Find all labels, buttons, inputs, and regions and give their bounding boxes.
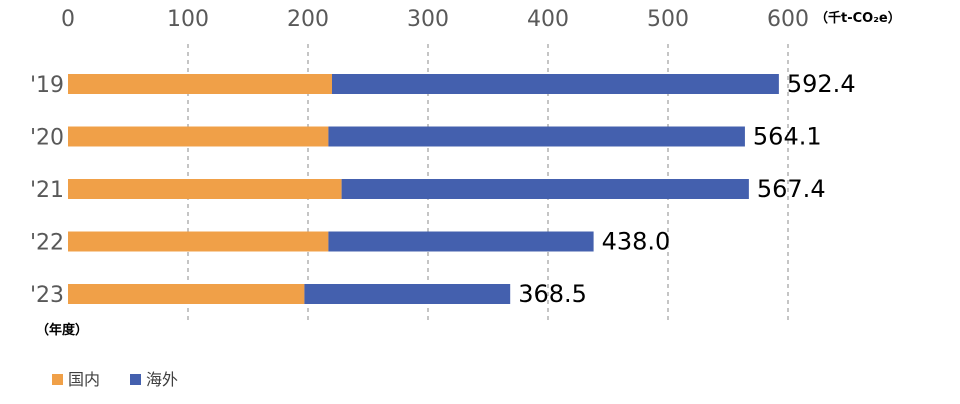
category-label-3: '22 (30, 231, 64, 256)
legend-swatch-1 (130, 374, 141, 385)
x-tick-label-100: 100 (167, 7, 209, 32)
bars (68, 74, 779, 304)
unit-label: （千t-CO₂e） (815, 10, 901, 26)
bar-overseas-0 (332, 74, 779, 94)
total-labels: 592.4 564.1 567.4 438.0 368.5 (518, 70, 855, 308)
total-label-0: 592.4 (787, 70, 856, 98)
total-label-2: 567.4 (757, 175, 826, 203)
x-tick-label-600: 600 (767, 7, 809, 32)
x-tick-label-0: 0 (61, 7, 75, 32)
bar-domestic-0 (68, 74, 332, 94)
category-labels: '19 '20 '21 '22 '23 (30, 73, 64, 308)
bar-overseas-3 (328, 231, 594, 252)
legend-label-1: 海外 (146, 370, 178, 389)
bar-domestic-3 (68, 231, 329, 252)
bar-domestic-2 (68, 179, 342, 199)
bar-overseas-4 (304, 284, 511, 304)
bar-domestic-4 (68, 284, 305, 304)
y-axis-title: （年度） (36, 322, 88, 338)
total-label-1: 564.1 (753, 123, 822, 151)
legend: 国内 海外 (52, 370, 178, 389)
category-label-2: '21 (30, 178, 64, 203)
x-tick-label-300: 300 (407, 7, 449, 32)
total-label-3: 438.0 (602, 228, 671, 256)
x-tick-label-400: 400 (527, 7, 569, 32)
bar-domestic-1 (68, 126, 329, 147)
total-label-4: 368.5 (518, 280, 587, 308)
legend-label-0: 国内 (68, 370, 100, 389)
bar-overseas-2 (341, 179, 749, 199)
legend-swatch-0 (52, 374, 63, 385)
x-tick-labels: 0 100 200 300 400 500 600 (61, 7, 809, 32)
bar-overseas-1 (328, 126, 745, 147)
category-label-4: '23 (30, 283, 64, 308)
x-tick-label-200: 200 (287, 7, 329, 32)
x-tick-label-500: 500 (647, 7, 689, 32)
category-label-1: '20 (30, 126, 64, 151)
category-label-0: '19 (30, 73, 64, 98)
